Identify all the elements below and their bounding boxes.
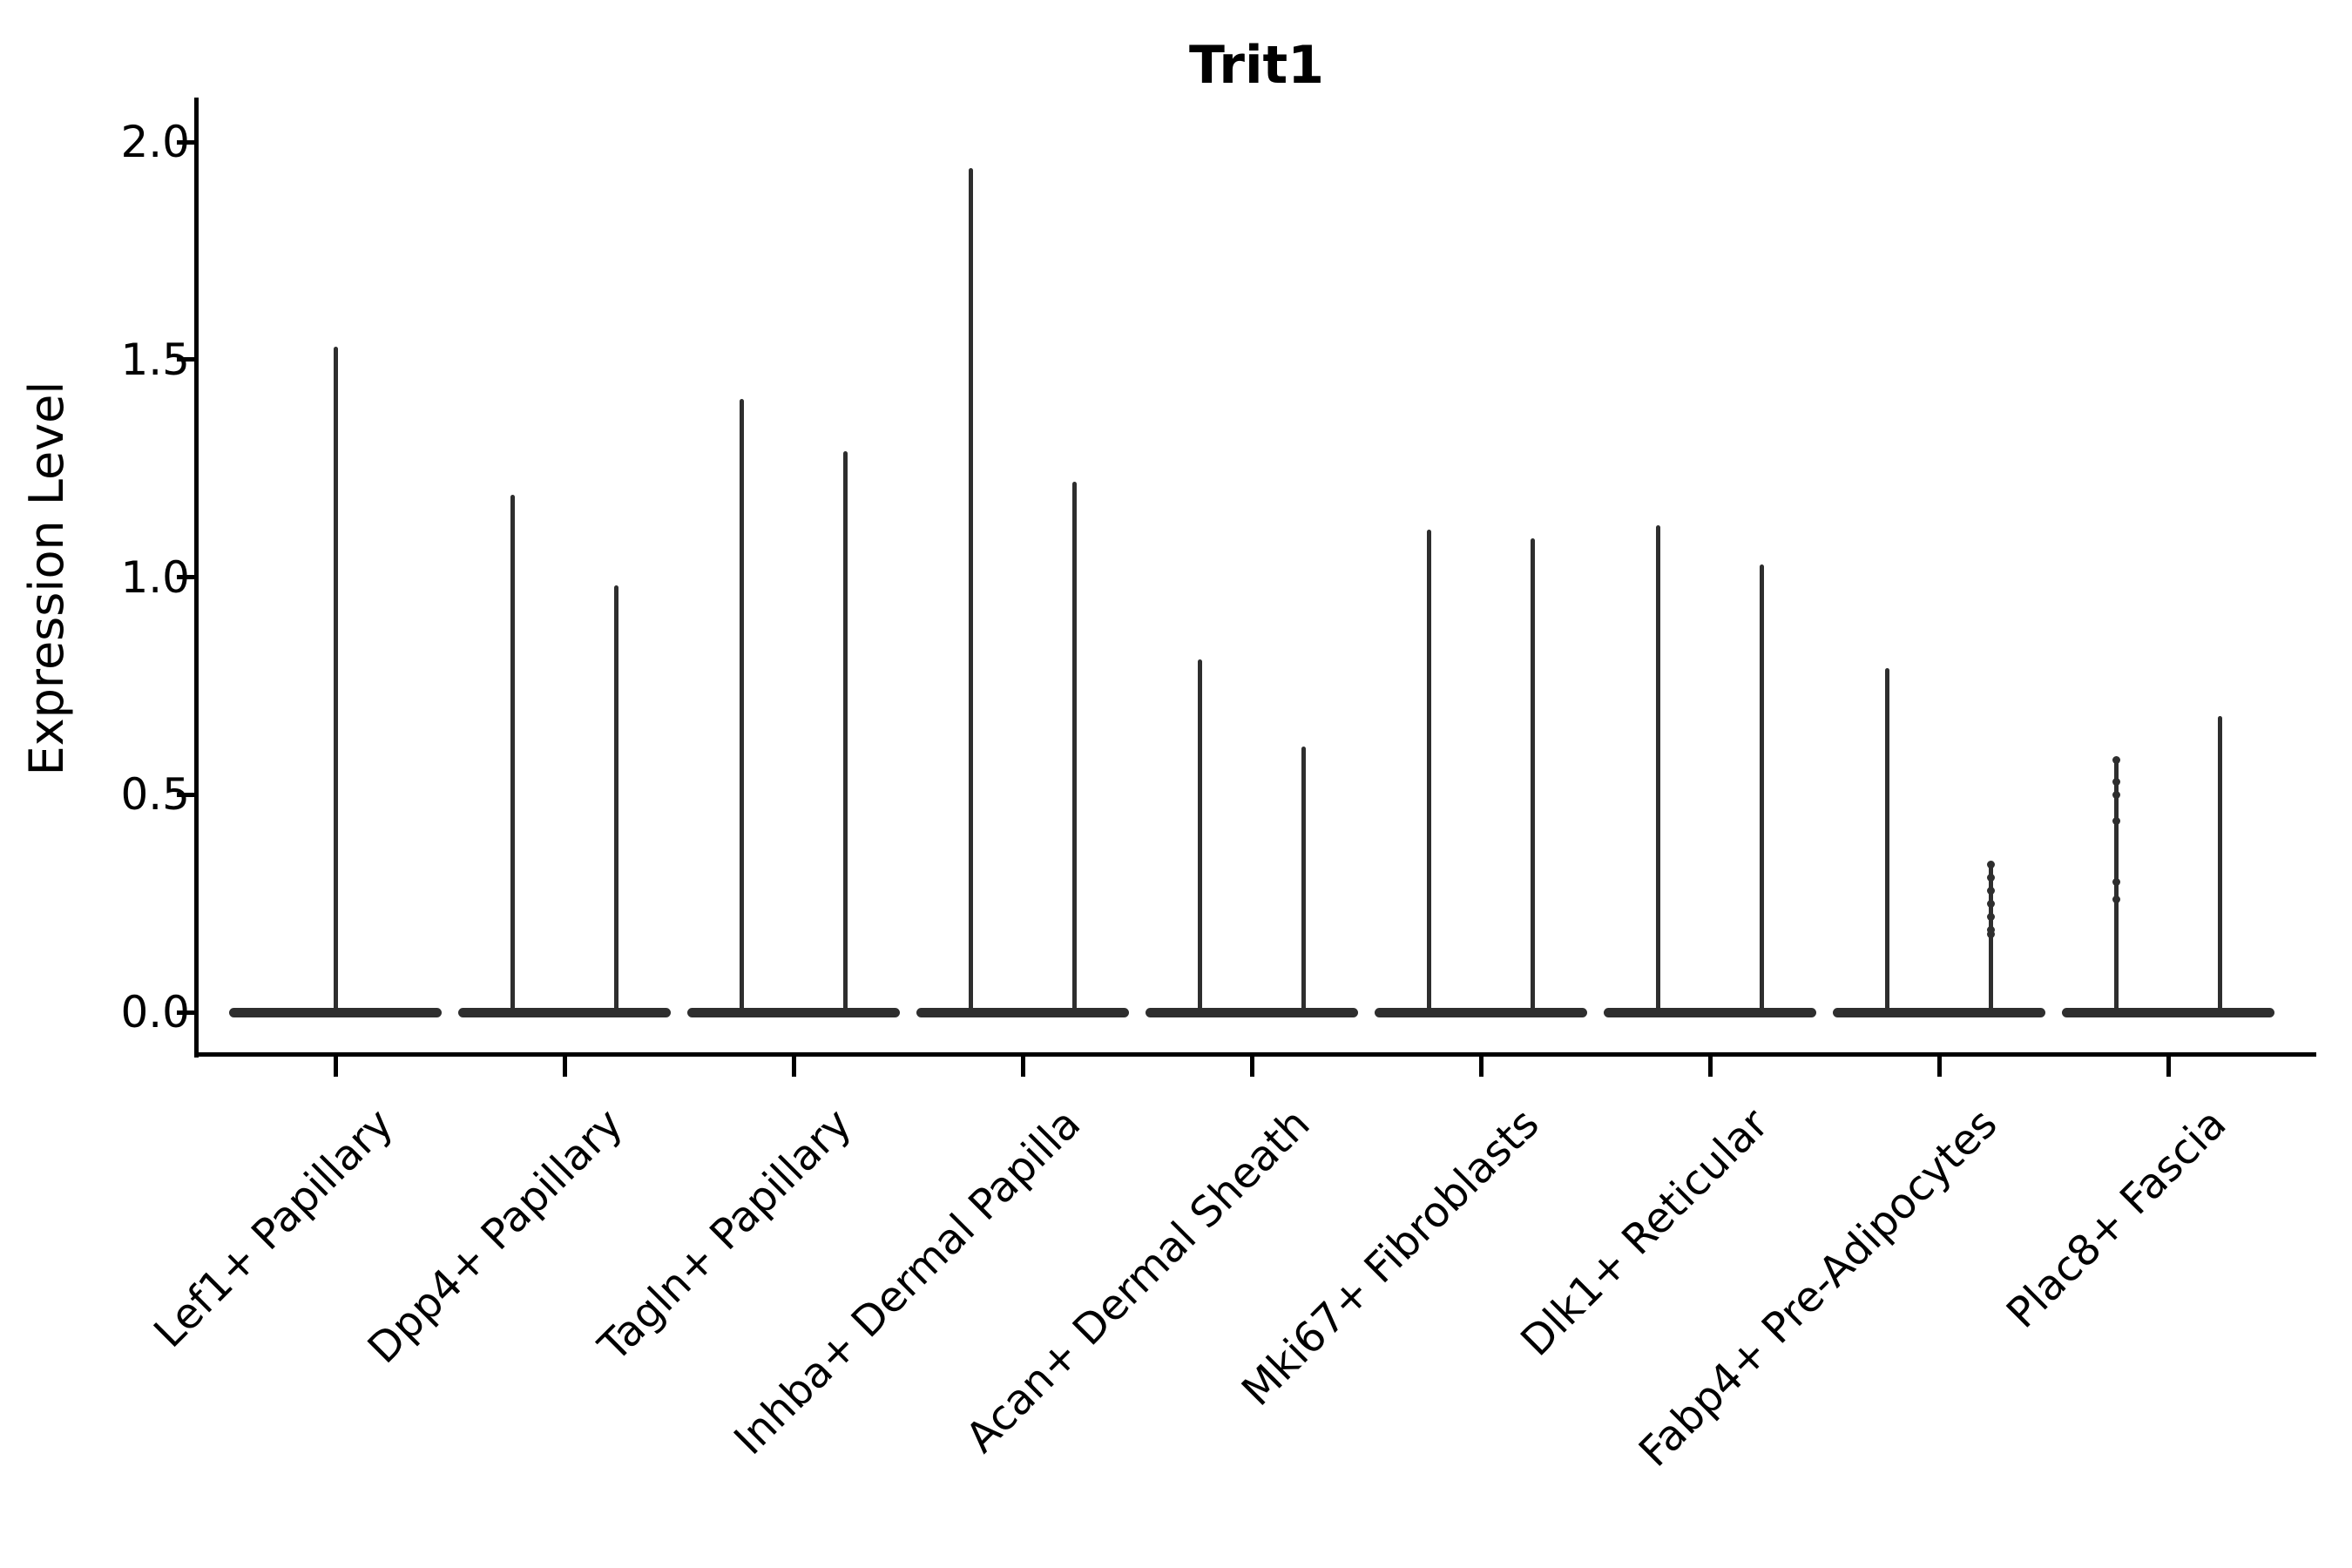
violin-base	[1832, 1007, 2046, 1017]
violin-spike	[968, 167, 973, 1012]
x-category-label: Plac8+ Fascia	[1997, 1099, 2236, 1338]
x-tick-mark	[1936, 1056, 1942, 1077]
violin-spike	[333, 346, 338, 1012]
y-tick-mark	[177, 1010, 196, 1015]
y-tick-label: 2.0	[120, 117, 190, 167]
strip-point	[2112, 790, 2120, 799]
y-tick-mark	[177, 139, 196, 145]
violin-spike	[2113, 760, 2119, 1012]
violin-spike	[1426, 529, 1431, 1012]
x-tick-mark	[1249, 1056, 1254, 1077]
violin-spike	[1072, 481, 1078, 1012]
x-tick-mark	[1020, 1056, 1025, 1077]
violin-base	[686, 1007, 901, 1017]
y-tick-mark	[177, 792, 196, 797]
y-axis-spine	[194, 98, 199, 1058]
violin-spike	[510, 494, 515, 1012]
x-tick-mark	[1707, 1056, 1713, 1077]
y-tick-label: 0.5	[120, 769, 190, 821]
strip-point	[2112, 895, 2120, 903]
x-tick-mark	[333, 1056, 338, 1077]
x-axis-spine	[194, 1052, 2316, 1057]
x-category-label: Lef1+ Papillary	[145, 1099, 403, 1357]
x-tick-mark	[791, 1056, 796, 1077]
violin-spike	[614, 585, 619, 1012]
y-tick-mark	[177, 575, 196, 579]
strip-point	[1987, 886, 1996, 895]
violin-base	[1145, 1007, 1359, 1017]
x-category-label: Dpp4+ Papillary	[358, 1099, 632, 1374]
y-tick-mark	[177, 357, 196, 362]
violin-base	[1603, 1007, 1817, 1017]
strip-point	[1987, 899, 1996, 908]
y-tick-label: 0.0	[120, 987, 190, 1037]
chart-title: Trit1	[1189, 35, 1324, 96]
violin-spike	[1884, 668, 1889, 1012]
y-tick-label: 1.5	[120, 334, 190, 385]
x-tick-mark	[562, 1056, 567, 1077]
x-tick-mark	[1478, 1056, 1484, 1077]
x-category-label: Tagln+ Papillary	[589, 1099, 862, 1371]
strip-point	[1987, 912, 1996, 921]
violin-base	[2061, 1007, 2275, 1017]
strip-point	[1987, 860, 1996, 868]
violin-spike	[1197, 659, 1202, 1012]
strip-point	[1987, 873, 1996, 882]
strip-point	[1987, 925, 1996, 934]
violin-spike	[739, 398, 744, 1012]
violin-spike	[1301, 747, 1307, 1012]
violin-spike	[1531, 537, 1536, 1012]
violin-spike	[1655, 524, 1660, 1012]
strip-point	[2112, 877, 2120, 886]
violin-spike	[2218, 716, 2223, 1012]
strip-point	[2112, 777, 2120, 786]
violin-spike	[1989, 864, 1994, 1012]
strip-point	[2112, 755, 2120, 764]
x-tick-mark	[2166, 1056, 2171, 1077]
violin-spike	[1760, 564, 1765, 1012]
violin-base	[1374, 1007, 1588, 1017]
x-category-label: Dlk1+ Reticular	[1511, 1099, 1778, 1366]
violin-base	[916, 1007, 1130, 1017]
violin-base	[228, 1007, 443, 1017]
strip-point	[2112, 816, 2120, 825]
strip-point	[1987, 929, 1996, 938]
violin-base	[457, 1007, 672, 1017]
y-tick-label: 1.0	[120, 551, 190, 603]
violin-spike	[843, 450, 848, 1012]
